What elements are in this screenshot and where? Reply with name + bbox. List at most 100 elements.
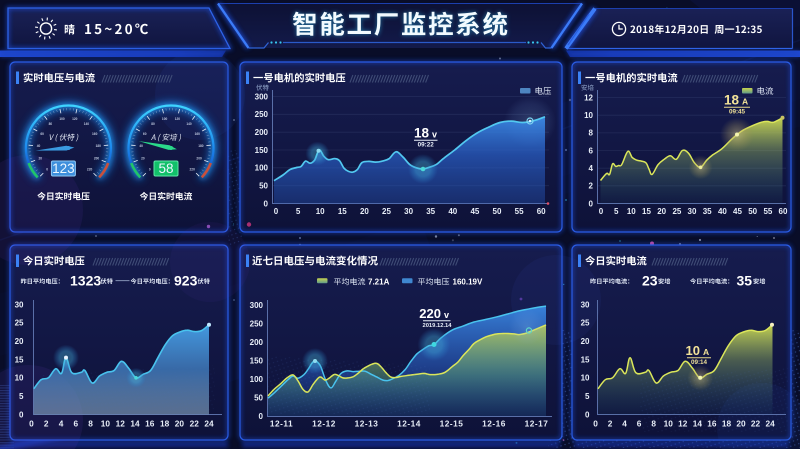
- svg-text:60: 60: [40, 132, 44, 136]
- svg-text:v: v: [432, 130, 437, 140]
- svg-text:10: 10: [15, 374, 24, 383]
- svg-text:20: 20: [141, 157, 145, 161]
- svg-text:15: 15: [642, 207, 651, 216]
- svg-text:12-16: 12-16: [482, 419, 506, 429]
- svg-text:200: 200: [250, 338, 264, 347]
- svg-text:2: 2: [608, 419, 613, 429]
- svg-text:45: 45: [470, 207, 479, 216]
- svg-text:8: 8: [88, 419, 93, 429]
- svg-text:60: 60: [537, 207, 546, 216]
- svg-text:45: 45: [733, 207, 742, 216]
- svg-text:220: 220: [87, 167, 93, 171]
- svg-text:5: 5: [585, 392, 590, 401]
- svg-text:0: 0: [589, 199, 594, 208]
- svg-text:300: 300: [255, 92, 269, 101]
- svg-text:50: 50: [259, 182, 268, 191]
- svg-text:200: 200: [255, 128, 269, 137]
- svg-text:0: 0: [19, 410, 24, 419]
- svg-text:200: 200: [94, 157, 100, 161]
- svg-text:0: 0: [264, 199, 269, 208]
- svg-text:4: 4: [622, 419, 627, 429]
- svg-text:0: 0: [149, 167, 151, 171]
- svg-text:7.21A: 7.21A: [368, 278, 390, 287]
- svg-text:12-13: 12-13: [355, 419, 379, 429]
- svg-text:30: 30: [404, 207, 413, 216]
- svg-text:923: 923: [174, 273, 198, 289]
- svg-text:12-12: 12-12: [312, 419, 336, 429]
- svg-text:12: 12: [116, 419, 126, 429]
- svg-text:6: 6: [637, 419, 642, 429]
- svg-text:16: 16: [145, 419, 155, 429]
- svg-text:160.19V: 160.19V: [453, 278, 483, 287]
- svg-text:100: 100: [250, 375, 264, 384]
- svg-text:20: 20: [360, 207, 369, 216]
- svg-text:40: 40: [139, 144, 143, 148]
- svg-text:30: 30: [688, 207, 697, 216]
- svg-text:55: 55: [515, 207, 524, 216]
- svg-text:60: 60: [779, 207, 788, 216]
- svg-text:180: 180: [96, 144, 102, 148]
- svg-text:1323: 1323: [70, 273, 101, 289]
- svg-text:09:14: 09:14: [691, 359, 708, 366]
- svg-text:35: 35: [737, 273, 753, 289]
- svg-text:300: 300: [250, 301, 264, 310]
- svg-text:10: 10: [316, 207, 325, 216]
- svg-text:15: 15: [581, 355, 590, 364]
- svg-text:0: 0: [585, 410, 590, 419]
- svg-text:v: v: [444, 310, 449, 320]
- svg-text:10: 10: [584, 111, 593, 120]
- svg-text:8: 8: [589, 129, 594, 138]
- svg-text:5: 5: [296, 207, 301, 216]
- svg-text:250: 250: [250, 319, 264, 328]
- svg-text:09:22: 09:22: [418, 142, 435, 149]
- svg-text:100: 100: [255, 164, 269, 173]
- svg-text:60: 60: [143, 132, 147, 136]
- svg-text:18: 18: [414, 126, 430, 141]
- svg-text:4: 4: [59, 419, 64, 429]
- svg-text:100: 100: [59, 117, 65, 121]
- svg-text:25: 25: [672, 207, 681, 216]
- svg-text:25: 25: [15, 319, 24, 328]
- svg-text:220: 220: [419, 306, 441, 321]
- svg-text:22: 22: [190, 419, 200, 429]
- svg-text:24: 24: [204, 419, 214, 429]
- svg-text:50: 50: [254, 393, 263, 402]
- svg-text:A: A: [703, 347, 709, 357]
- svg-text:5: 5: [614, 207, 619, 216]
- svg-text:12-14: 12-14: [397, 419, 421, 429]
- svg-text:23: 23: [642, 273, 658, 289]
- svg-text:150: 150: [255, 146, 269, 155]
- svg-text:120: 120: [72, 117, 78, 121]
- svg-text:10: 10: [581, 374, 590, 383]
- svg-text:12-17: 12-17: [525, 419, 549, 429]
- svg-text:15: 15: [15, 355, 24, 364]
- svg-text:12-11: 12-11: [270, 419, 293, 429]
- svg-text:200: 200: [196, 157, 202, 161]
- svg-text:20: 20: [39, 157, 43, 161]
- svg-text:220: 220: [190, 167, 196, 171]
- svg-text:6: 6: [73, 419, 78, 429]
- svg-text:0: 0: [259, 412, 264, 421]
- svg-text:180: 180: [198, 144, 204, 148]
- svg-text:09:45: 09:45: [729, 109, 746, 116]
- svg-text:4: 4: [589, 164, 594, 173]
- svg-text:0: 0: [46, 167, 48, 171]
- svg-text:80: 80: [151, 122, 155, 126]
- svg-text:40: 40: [37, 144, 41, 148]
- svg-text:0: 0: [599, 207, 604, 216]
- svg-text:20: 20: [657, 207, 666, 216]
- svg-text:14: 14: [130, 419, 140, 429]
- svg-text:6: 6: [589, 146, 594, 155]
- svg-text:20: 20: [175, 419, 185, 429]
- svg-text:18: 18: [160, 419, 170, 429]
- svg-text:160: 160: [92, 132, 98, 136]
- svg-text:10: 10: [101, 419, 111, 429]
- svg-text:5: 5: [19, 392, 24, 401]
- svg-text:0: 0: [593, 419, 598, 429]
- svg-text:30: 30: [15, 300, 24, 309]
- svg-text:0: 0: [274, 207, 279, 216]
- svg-text:40: 40: [448, 207, 457, 216]
- svg-text:150: 150: [250, 356, 264, 365]
- svg-text:30: 30: [581, 300, 590, 309]
- svg-text:50: 50: [493, 207, 502, 216]
